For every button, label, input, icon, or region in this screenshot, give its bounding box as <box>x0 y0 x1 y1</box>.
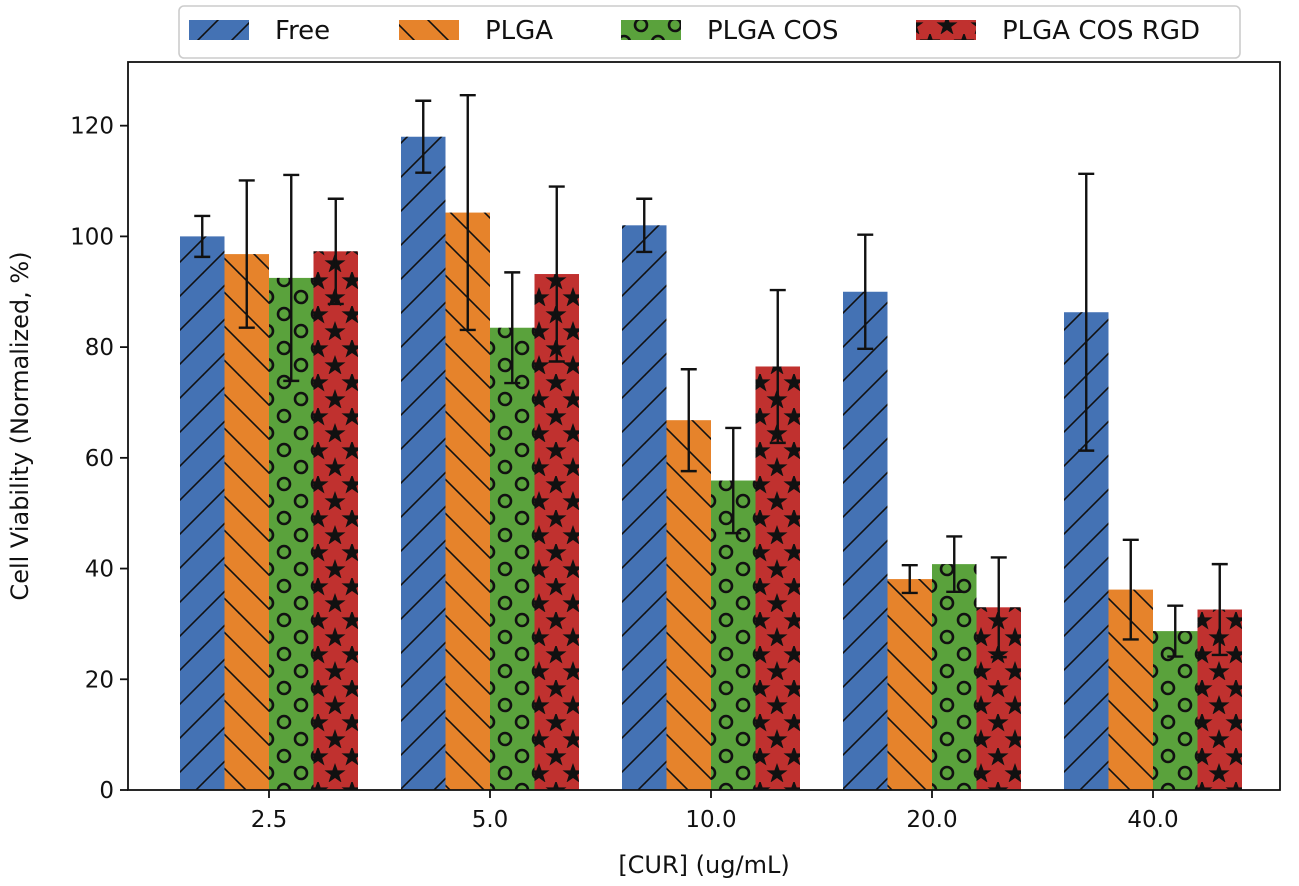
error-bar-plga-cos-rgd-20.0 <box>990 556 1007 659</box>
bar-hatch-plga-10.0 <box>666 420 711 790</box>
y-axis-title: Cell Viability (Normalized, %) <box>6 251 34 600</box>
error-bar-plga-5.0 <box>459 94 476 332</box>
bar-hatch-plga-cos-rgd-2.5 <box>313 251 358 791</box>
error-bar-free-5.0 <box>415 99 432 174</box>
y-tick-label-120: 120 <box>70 114 114 140</box>
y-tick-label-20: 20 <box>85 667 114 693</box>
legend-label-plga: PLGA <box>485 16 553 46</box>
y-tick-label-0: 0 <box>99 778 114 804</box>
legend-swatch-hatch-plga-cos-rgd <box>916 20 976 40</box>
error-bar-plga-cos-20.0 <box>946 535 963 594</box>
legend-label-free: Free <box>275 16 330 46</box>
legend-entry-plga-cos-rgd: PLGA COS RGD <box>916 16 1200 46</box>
error-bar-free-20.0 <box>857 233 874 350</box>
legend-box <box>178 5 1241 59</box>
legend-label-plga-cos: PLGA COS <box>707 16 839 46</box>
bar-hatch-free-10.0 <box>622 225 667 791</box>
plot-frame <box>127 61 1281 791</box>
bar-hatch-free-5.0 <box>401 136 446 790</box>
bar-hatch-free-2.5 <box>180 236 225 791</box>
error-bar-plga-cos-rgd-40.0 <box>1211 562 1228 657</box>
error-bar-plga-20.0 <box>901 564 918 595</box>
error-bar-plga-40.0 <box>1122 538 1139 641</box>
y-tick-label-40: 40 <box>85 557 114 583</box>
x-tick-label-5.0: 5.0 <box>472 807 509 833</box>
error-bar-plga-cos-10.0 <box>725 426 742 535</box>
error-bar-free-10.0 <box>636 197 653 254</box>
legend: Free PLGA PLGA COS PLGA COS RGD <box>178 5 1241 59</box>
error-bar-plga-2.5 <box>238 179 255 329</box>
error-bar-plga-10.0 <box>680 368 697 473</box>
legend-label-plga-cos-rgd: PLGA COS RGD <box>1002 16 1200 46</box>
bar-hatch-free-20.0 <box>843 291 888 790</box>
error-bar-plga-cos-2.5 <box>283 173 300 383</box>
y-tick-label-100: 100 <box>70 224 114 250</box>
x-tick-label-2.5: 2.5 <box>251 807 288 833</box>
x-axis: 2.5 5.0 10.0 20.0 40.0 <box>251 790 1179 833</box>
error-bar-plga-cos-rgd-10.0 <box>769 288 786 445</box>
legend-swatch-hatch-free <box>189 20 249 40</box>
x-tick-label-40.0: 40.0 <box>1127 807 1178 833</box>
bar-hatch-plga-20.0 <box>887 579 932 790</box>
bars-layer <box>180 136 1242 791</box>
error-bar-free-2.5 <box>194 214 211 259</box>
bar-hatch-plga-2.5 <box>224 254 269 791</box>
y-tick-label-80: 80 <box>85 335 114 361</box>
x-axis-title: [CUR] (ug/mL) <box>618 851 789 879</box>
legend-swatch-hatch-plga <box>399 20 459 40</box>
legend-swatch-hatch-plga-cos <box>621 20 681 40</box>
x-tick-label-20.0: 20.0 <box>906 807 957 833</box>
legend-entry-plga-cos: PLGA COS <box>621 16 839 46</box>
error-bars-layer <box>194 94 1228 659</box>
error-bar-plga-cos-5.0 <box>504 271 521 385</box>
x-tick-label-10.0: 10.0 <box>685 807 736 833</box>
legend-entry-free: Free <box>189 16 330 46</box>
y-tick-label-60: 60 <box>85 446 114 472</box>
error-bar-free-40.0 <box>1078 172 1095 452</box>
bar-hatch-plga-cos-5.0 <box>490 327 535 790</box>
error-bar-plga-cos-40.0 <box>1167 604 1184 658</box>
legend-entry-plga: PLGA <box>399 16 553 46</box>
y-axis: 0 20 40 60 80 100 120 <box>70 114 128 804</box>
bar-hatch-plga-cos-20.0 <box>932 564 977 790</box>
error-bar-plga-cos-rgd-2.5 <box>327 197 344 306</box>
error-bar-plga-cos-rgd-5.0 <box>548 185 565 363</box>
